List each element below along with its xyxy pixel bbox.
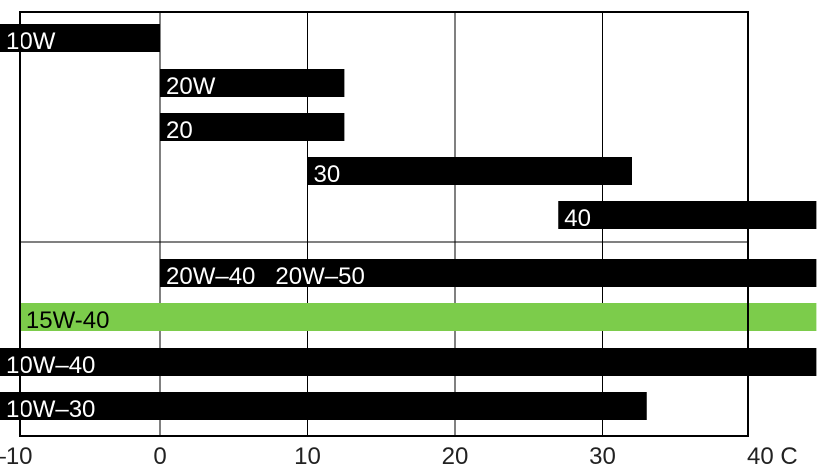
bar-5 (558, 201, 817, 229)
x-tick-label-3: 20 (442, 443, 469, 468)
x-tick-label-1: 0 (153, 443, 166, 468)
bar-label-3: 20 (166, 117, 193, 144)
bar-label-6: 20W–40 20W–50 (166, 263, 365, 290)
x-tick-label-4: 30 (589, 443, 616, 468)
x-axis-ticks: –10 0 10 20 30 40 C (0, 443, 798, 468)
chart-frame (19, 11, 749, 437)
bar-7 (19, 303, 817, 331)
x-tick-label-2: 10 (294, 443, 321, 468)
bar-8 (0, 348, 817, 376)
bar-3 (160, 113, 345, 141)
bar-6 (160, 259, 817, 287)
bar-4 (307, 157, 632, 185)
bar-label-4: 30 (314, 161, 341, 188)
bar-label-1: 10W (6, 28, 56, 55)
bar-label-2: 20W (166, 73, 216, 100)
bar-1 (0, 24, 160, 52)
x-tick-label-0: –10 (0, 443, 33, 468)
bar-label-7: 15W-40 (26, 307, 110, 334)
bar-label-5: 40 (564, 205, 591, 232)
bar-9 (0, 392, 647, 420)
bar-2 (160, 69, 345, 97)
x-tick-label-5: 40 C (747, 443, 798, 468)
